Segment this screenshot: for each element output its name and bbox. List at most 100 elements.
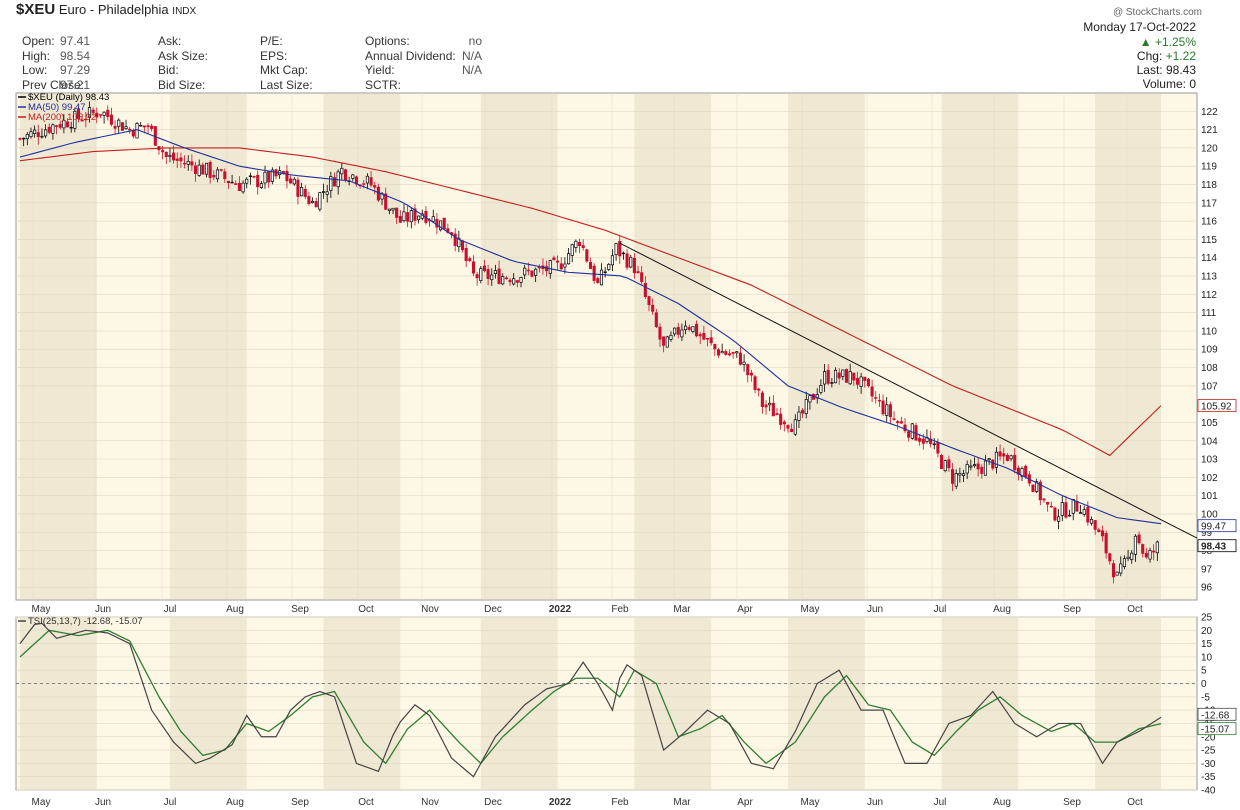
signal-last-tag-box <box>1197 722 1237 736</box>
candle-body <box>918 437 922 442</box>
price-tick-label: 96 <box>1201 583 1213 594</box>
candle-body <box>395 207 399 218</box>
candle-body <box>1133 535 1137 555</box>
candle <box>482 259 486 273</box>
candle-body <box>808 395 812 403</box>
candle-body <box>826 369 830 384</box>
candle <box>340 162 344 180</box>
candle-body <box>340 167 344 175</box>
candle <box>567 248 571 265</box>
candle <box>585 248 589 263</box>
candle-body <box>303 188 307 197</box>
candle <box>1104 530 1108 559</box>
candle-body <box>837 372 841 379</box>
candle-body <box>1137 534 1141 544</box>
price-tick-label: 115 <box>1201 235 1217 246</box>
candle-body <box>292 178 296 185</box>
candle <box>457 230 461 253</box>
candle <box>124 119 128 130</box>
legend-tsi: TSI(25,13,7) -12.68, -15.07 <box>28 616 143 627</box>
candle-body <box>779 413 783 425</box>
last-value: 98.43 <box>1165 63 1196 77</box>
candle-body <box>1152 550 1156 553</box>
candle-body <box>684 325 688 331</box>
price-tick-label: 119 <box>1201 162 1217 173</box>
candle-body <box>1089 518 1094 524</box>
candle <box>790 423 794 433</box>
candle <box>716 348 721 358</box>
candle <box>976 457 980 477</box>
candle <box>907 430 911 442</box>
candle-body <box>994 451 998 468</box>
candle <box>636 265 640 274</box>
candle <box>248 172 252 185</box>
candle-body <box>289 178 293 184</box>
candle <box>548 259 552 279</box>
candle <box>106 105 110 121</box>
candle-body <box>460 240 465 251</box>
month-band <box>787 94 865 599</box>
candle-body <box>471 261 476 274</box>
trendline <box>619 242 1198 539</box>
candle-body <box>464 248 468 262</box>
candle-body <box>490 274 494 281</box>
tsi-tick-label: 10 <box>1201 652 1213 663</box>
candle <box>1053 506 1057 522</box>
price-tick-label: 110 <box>1201 326 1217 337</box>
candle-body <box>742 361 746 365</box>
candle <box>329 171 333 198</box>
candle-body <box>1104 533 1108 554</box>
price-tick-label: 116 <box>1201 217 1217 228</box>
candle <box>983 455 988 476</box>
candle-body <box>1078 512 1083 514</box>
candle-body <box>1002 453 1006 457</box>
candle <box>351 174 355 182</box>
candle-body <box>204 162 209 175</box>
ma50-last-tag-box <box>1197 519 1237 533</box>
candle <box>680 323 684 341</box>
candle <box>918 433 922 446</box>
candle-body <box>614 243 618 256</box>
candle <box>896 420 900 430</box>
candle <box>1133 534 1137 562</box>
candle-body <box>782 421 786 425</box>
candle-body <box>391 207 395 211</box>
month-band <box>634 618 712 789</box>
candle <box>782 420 786 432</box>
month-band <box>1095 618 1161 789</box>
candle <box>519 276 523 288</box>
candle <box>62 114 66 134</box>
volume-label: Volume: <box>1142 77 1186 91</box>
candle-body <box>263 171 267 184</box>
candle-body <box>958 473 962 476</box>
candle <box>885 397 889 422</box>
candle <box>259 180 263 189</box>
candle-body <box>259 183 263 188</box>
candle-body <box>237 182 241 192</box>
candle <box>950 462 955 492</box>
candle-body <box>98 114 103 116</box>
candle-body <box>329 176 333 191</box>
stat-label: Prev Close: <box>22 77 85 92</box>
month-tick-label: Oct <box>1127 604 1143 615</box>
ma50-line <box>19 129 1162 525</box>
candle <box>837 368 841 385</box>
month-band <box>634 94 712 599</box>
candle-body <box>523 267 527 276</box>
candle-body <box>969 465 973 468</box>
candle <box>914 422 918 441</box>
candle <box>237 176 241 192</box>
candle <box>1057 509 1061 530</box>
candle <box>501 273 505 286</box>
candle-body <box>771 402 775 417</box>
candle <box>797 406 801 428</box>
candle-body <box>1115 571 1119 576</box>
candle <box>325 184 329 203</box>
candle <box>603 267 607 278</box>
candle-body <box>468 258 472 262</box>
candle <box>1141 543 1145 558</box>
candle <box>998 444 1002 461</box>
candle-body <box>146 125 150 128</box>
candle <box>504 275 508 280</box>
